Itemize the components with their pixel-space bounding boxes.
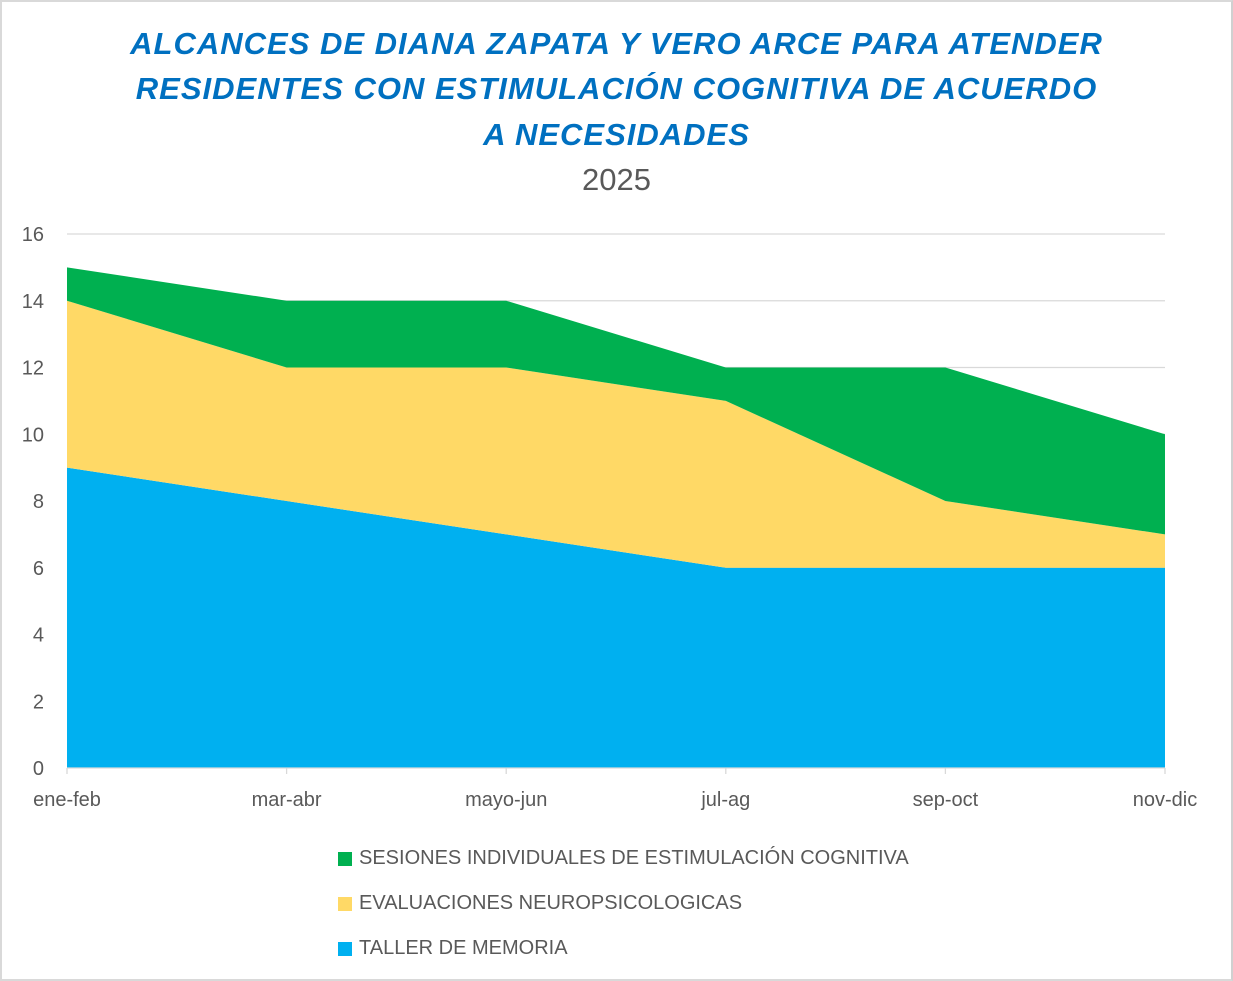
legend-swatch bbox=[338, 851, 352, 866]
y-tick-label: 16 bbox=[22, 224, 44, 246]
y-tick-label: 2 bbox=[33, 691, 44, 713]
y-tick-label: 8 bbox=[33, 491, 44, 513]
legend-swatch bbox=[338, 896, 352, 911]
chart-title-line-2: RESIDENTES CON ESTIMULACIÓN COGNITIVA DE… bbox=[135, 71, 1098, 106]
chart-title-line-1: ALCANCES DE DIANA ZAPATA Y VERO ARCE PAR… bbox=[130, 26, 1103, 61]
legend-item: EVALUACIONES NEUROPSICOLOGICAS bbox=[338, 881, 909, 926]
legend: SESIONES INDIVIDUALES DE ESTIMULACIÓN CO… bbox=[338, 836, 909, 971]
x-tick-label: nov-dic bbox=[1133, 789, 1197, 811]
legend-swatch bbox=[338, 941, 352, 956]
y-tick-label: 0 bbox=[33, 758, 44, 780]
x-tick-label: sep-oct bbox=[913, 789, 979, 811]
legend-label: EVALUACIONES NEUROPSICOLOGICAS bbox=[359, 892, 743, 914]
y-tick-label: 10 bbox=[22, 424, 44, 446]
legend-label: SESIONES INDIVIDUALES DE ESTIMULACIÓN CO… bbox=[359, 847, 909, 869]
y-tick-label: 6 bbox=[33, 558, 44, 580]
legend-item: TALLER DE MEMORIA bbox=[338, 926, 909, 971]
x-tick-label: jul-ag bbox=[700, 789, 750, 811]
x-tick-label: mar-abr bbox=[252, 789, 322, 811]
chart-subtitle: 2025 bbox=[582, 162, 651, 197]
legend-label: TALLER DE MEMORIA bbox=[359, 937, 568, 959]
area-series-0 bbox=[67, 467, 1165, 768]
series-areas bbox=[67, 267, 1165, 768]
y-tick-label: 4 bbox=[33, 625, 44, 647]
axes: 0 2 4 6 8 10 12 14 16 ene-feb mar-abr mayo-jun jul-a… bbox=[22, 224, 1197, 811]
legend-item: SESIONES INDIVIDUALES DE ESTIMULACIÓN CO… bbox=[338, 836, 909, 881]
area-series-2 bbox=[67, 267, 1165, 535]
x-tick-label: mayo-jun bbox=[465, 789, 547, 811]
y-tick-label: 12 bbox=[22, 358, 44, 380]
y-tick-label: 14 bbox=[22, 291, 44, 313]
chart-title-line-3: A NECESIDADES bbox=[483, 117, 750, 152]
x-tick-label: ene-feb bbox=[33, 789, 101, 811]
